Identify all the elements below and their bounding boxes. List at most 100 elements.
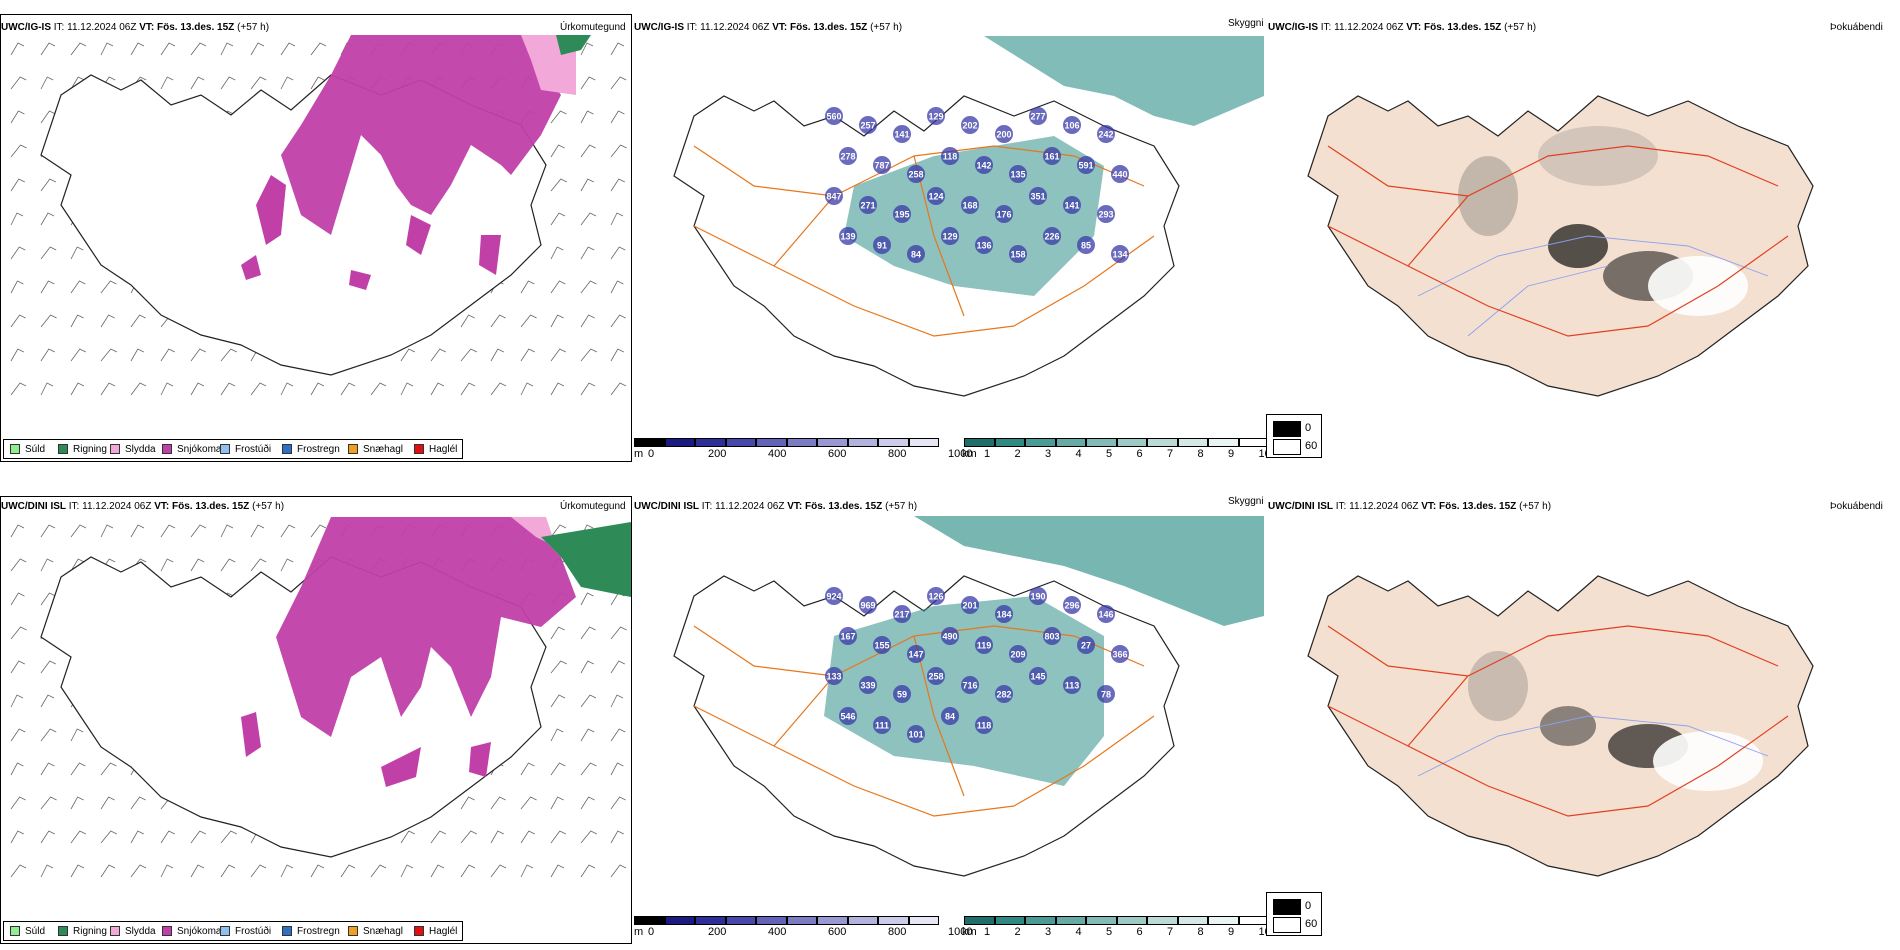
fog-label-low: 60 (1305, 440, 1318, 452)
visibility-peak-marker (893, 205, 911, 223)
wind-barb (100, 382, 116, 396)
wind-barb (430, 830, 446, 844)
fog-swatch-high (1273, 899, 1301, 915)
precip-legend-item: Haglél (414, 444, 457, 455)
colorbar-tick-km: 8 (1197, 926, 1204, 938)
legend-label: Slydda (125, 926, 156, 937)
colorbar-segment-m (695, 438, 726, 447)
precip-legend-item: Súld (10, 926, 45, 937)
wind-barb (130, 348, 144, 362)
colorbar-segment-km (1238, 438, 1269, 447)
wind-barb (160, 524, 176, 538)
visibility-peak-label: 145 (1030, 672, 1045, 682)
visibility-peak-label: 134 (1112, 250, 1127, 260)
wind-barb (130, 796, 146, 810)
wind-barb (400, 348, 415, 362)
title-precip-ig: Úrkomutegund (560, 22, 626, 33)
legend-swatch (162, 926, 172, 936)
legend-label: Snjókoma (177, 926, 222, 937)
colorbar-segment-km (1147, 438, 1178, 447)
vt-label: VT: (787, 501, 803, 512)
wind-barb (430, 382, 445, 396)
precip-type-panel-ig: Súld Rigning Slydda Snjókoma Frostúði Frostre… (0, 14, 632, 462)
wind-barb (580, 382, 596, 396)
colorbar-unit-m: m (634, 448, 644, 460)
colorbar-segment-km (1208, 438, 1239, 447)
precip-legend-item: Snjókoma (162, 926, 221, 937)
wind-barb (160, 42, 176, 56)
colorbar-segment-km (1238, 916, 1269, 925)
visibility-peak-marker (907, 165, 925, 183)
legend-swatch (58, 926, 68, 936)
wind-barb (70, 728, 84, 742)
colorbar-segment-m (634, 438, 665, 447)
colorbar-segment-km (1025, 916, 1056, 925)
vt-label: VT: (1406, 22, 1422, 33)
wind-barb (190, 76, 205, 90)
visibility-map-dini: 924 969 217 126 201 184 190 296 146 167 155 147 490 1… (673, 516, 1264, 877)
precip-legend-item: Snjókoma (162, 444, 221, 455)
visibility-peak-label: 176 (996, 210, 1011, 220)
colorbar-segment-km (1086, 438, 1117, 447)
wind-barb (40, 762, 55, 776)
precip-legend: Súld Rigning Slydda Snjókoma Frostúði Frostre… (3, 439, 463, 459)
wind-barb (310, 76, 325, 90)
visibility-peak-label: 113 (1065, 681, 1080, 691)
visibility-peak-marker (975, 236, 993, 254)
colorbar-segment-m (847, 438, 878, 447)
wind-barb (10, 660, 25, 674)
visibility-peak-marker (941, 147, 959, 165)
colorbar-unit-m: m (634, 926, 644, 938)
legend-swatch (414, 444, 424, 454)
wind-barb (40, 660, 56, 674)
legend-label: Haglél (429, 926, 458, 937)
visibility-peak-label: 339 (860, 681, 875, 691)
colorbar-tick-km: 1 (984, 926, 991, 938)
visibility-peak-marker (873, 636, 891, 654)
legend-swatch (348, 926, 358, 936)
visibility-peak-label: 141 (894, 130, 909, 140)
wind-barb (100, 348, 117, 362)
visibility-peak-marker (1029, 587, 1047, 605)
legend-swatch (58, 444, 68, 454)
visibility-peak-label: 184 (996, 610, 1011, 620)
fog-swatch-low (1273, 439, 1301, 455)
visibility-peak-label: 490 (942, 632, 957, 642)
colorbar-segment-m (878, 438, 909, 447)
visibility-peaks: 560 257 141 129 202 200 277 106 242 278 787 258 118 1… (825, 107, 1129, 263)
visibility-peak-marker (859, 116, 877, 134)
it-value: 11.12.2024 06Z (82, 501, 152, 512)
visibility-peak-marker (839, 707, 857, 725)
wind-barb (40, 178, 56, 192)
colorbar-segment-km (994, 438, 1025, 447)
visibility-peak-label: 277 (1030, 112, 1045, 122)
wind-barb (550, 524, 567, 538)
wind-barb (190, 864, 205, 878)
wind-barb (220, 558, 236, 572)
wind-barb (520, 382, 534, 396)
precip-legend-item: Snæhagl (348, 444, 403, 455)
wind-barb (310, 864, 325, 878)
header-ig-2: UWC/IG-IS IT: 11.12.2024 06Z VT: Fös. 13… (634, 22, 902, 33)
vt-value: Fös. 13.des. 15Z (172, 501, 250, 512)
wind-barb (610, 382, 627, 396)
visibility-peak-marker (825, 107, 843, 125)
wind-barb (310, 382, 325, 396)
model-name: UWC/DINI ISL (1268, 501, 1333, 512)
title-precip-dini: Úrkomutegund (560, 501, 626, 512)
wind-barb (70, 42, 87, 56)
precip-legend-item: Frostregn (282, 444, 340, 455)
wind-barb (10, 864, 27, 878)
wind-barb (610, 796, 626, 810)
wind-barb (100, 524, 114, 538)
visibility-peak-marker (825, 587, 843, 605)
header-dini-1: UWC/DINI ISL IT: 11.12.2024 06Z VT: Fös.… (1, 501, 284, 512)
it-label: IT: (701, 501, 713, 512)
colorbar-tick-km: 1 (984, 448, 991, 460)
visibility-peak-label: 158 (1010, 250, 1025, 260)
model-name: UWC/DINI ISL (634, 501, 699, 512)
wind-barb (70, 246, 84, 260)
wind-barb (10, 110, 25, 124)
visibility-peak-label: 366 (1112, 650, 1127, 660)
it-value: 11.12.2024 06Z (1334, 22, 1404, 33)
